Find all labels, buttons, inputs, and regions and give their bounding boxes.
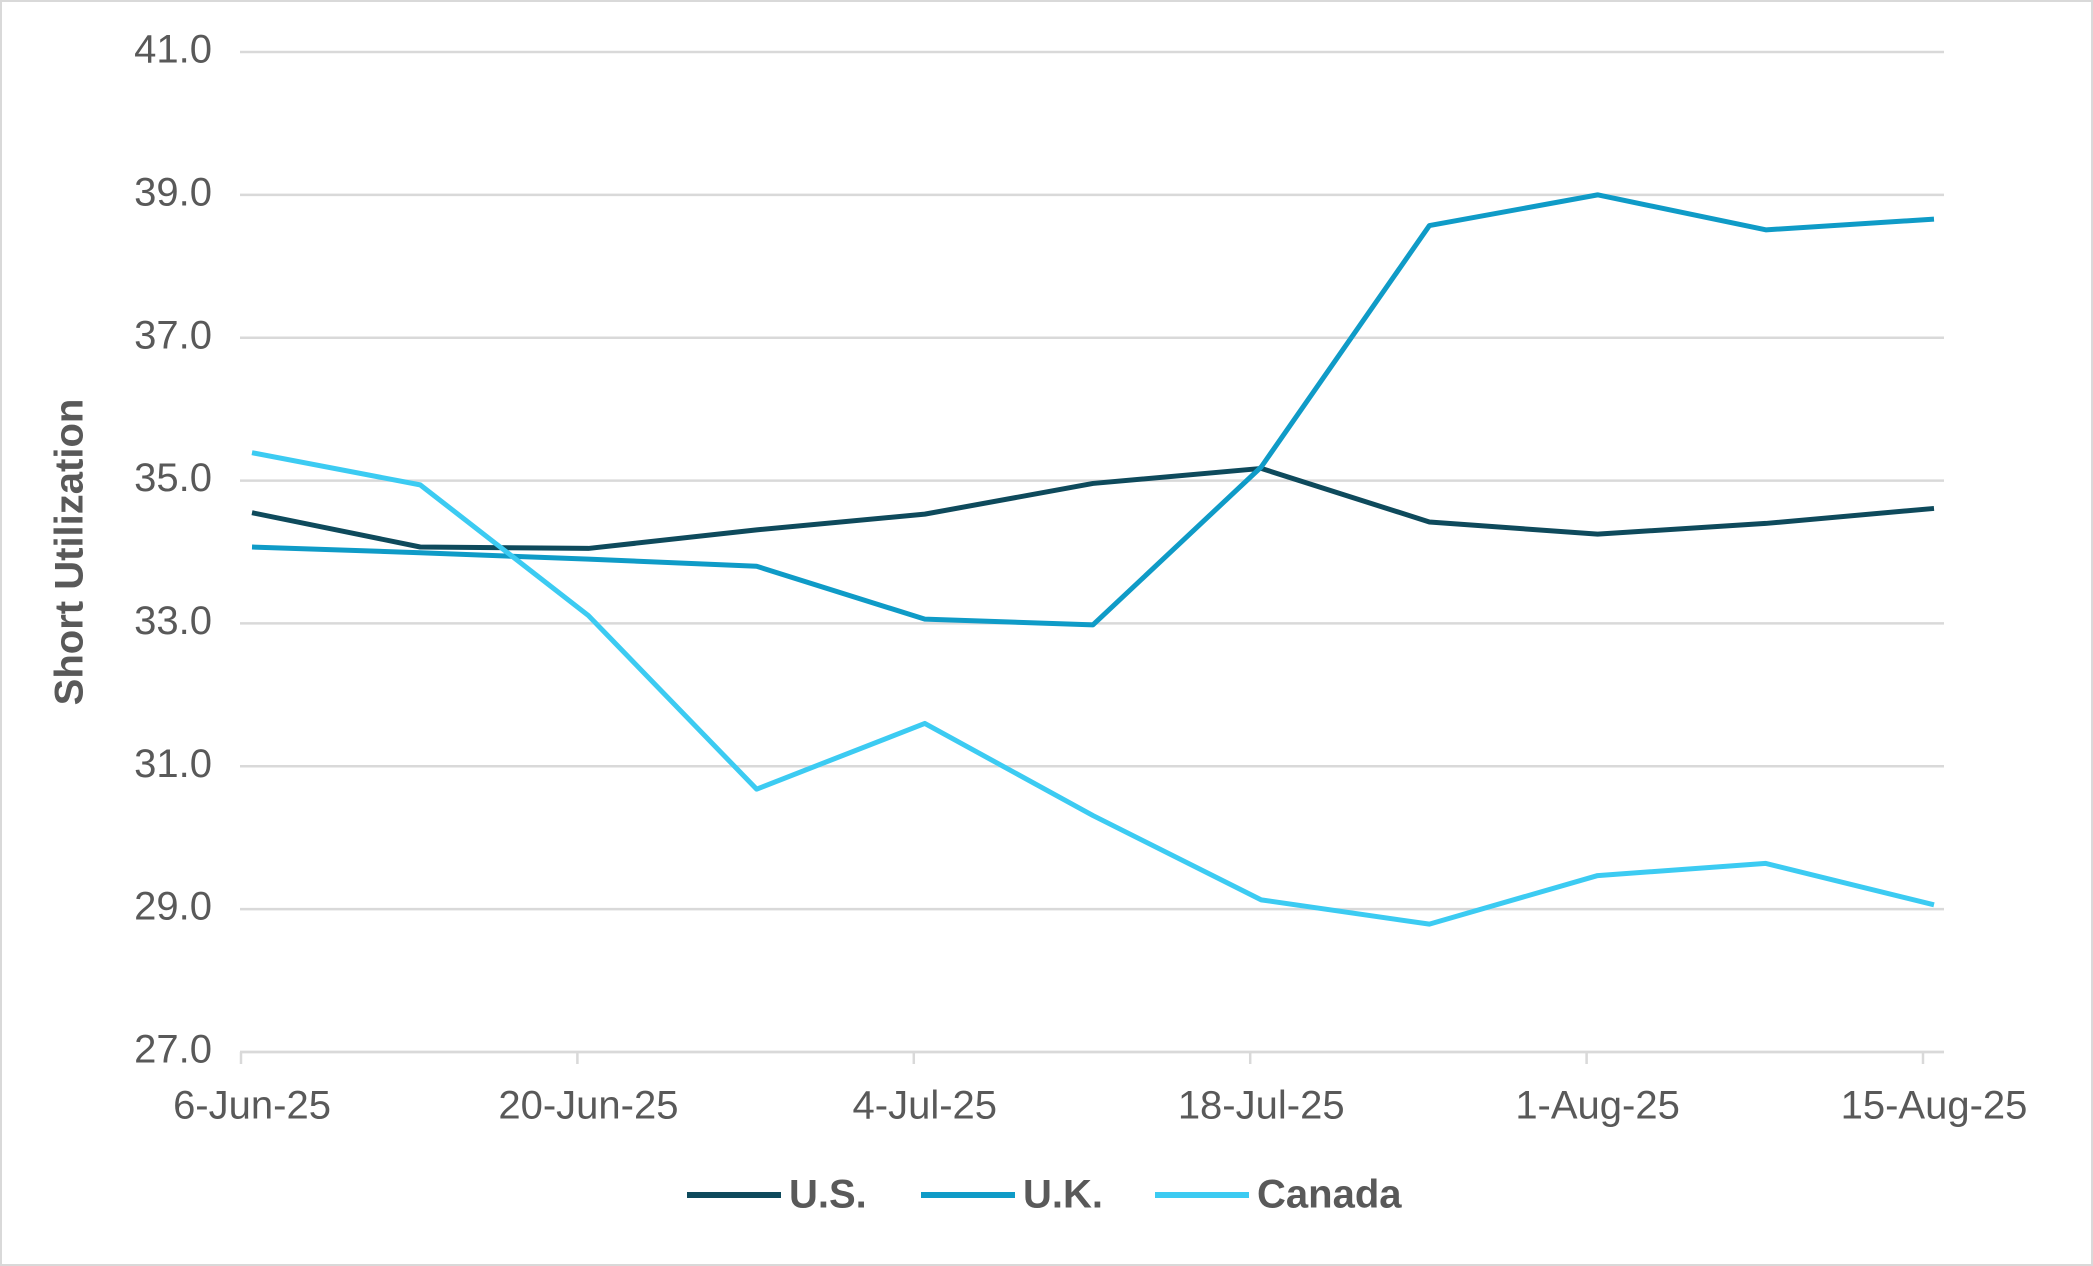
x-tick-label: 4-Jul-25	[853, 1084, 998, 1128]
y-tick-label: 41.0	[134, 28, 212, 72]
y-tick-label: 35.0	[134, 456, 212, 500]
y-axis-label: Short Utilization	[48, 399, 92, 706]
series-line	[251, 192, 1935, 628]
series-line	[251, 450, 1935, 927]
y-tick-label: 27.0	[134, 1028, 212, 1072]
series-line	[251, 465, 1935, 551]
y-tick-label: 37.0	[134, 313, 212, 357]
y-tick-label: 29.0	[134, 885, 212, 929]
x-tick-label: 20-Jun-25	[498, 1084, 678, 1128]
x-tick-label: 15-Aug-25	[1841, 1084, 2028, 1128]
legend-label: U.K.	[1023, 1173, 1103, 1217]
y-tick-label: 39.0	[134, 170, 212, 214]
x-tick-label: 18-Jul-25	[1178, 1084, 1345, 1128]
legend-label: Canada	[1257, 1173, 1402, 1217]
x-tick-label: 6-Jun-25	[173, 1084, 331, 1128]
y-tick-label: 33.0	[134, 599, 212, 643]
legend-label: U.S.	[789, 1173, 867, 1217]
y-tick-label: 31.0	[134, 742, 212, 786]
x-tick-label: 1-Aug-25	[1515, 1084, 1680, 1128]
